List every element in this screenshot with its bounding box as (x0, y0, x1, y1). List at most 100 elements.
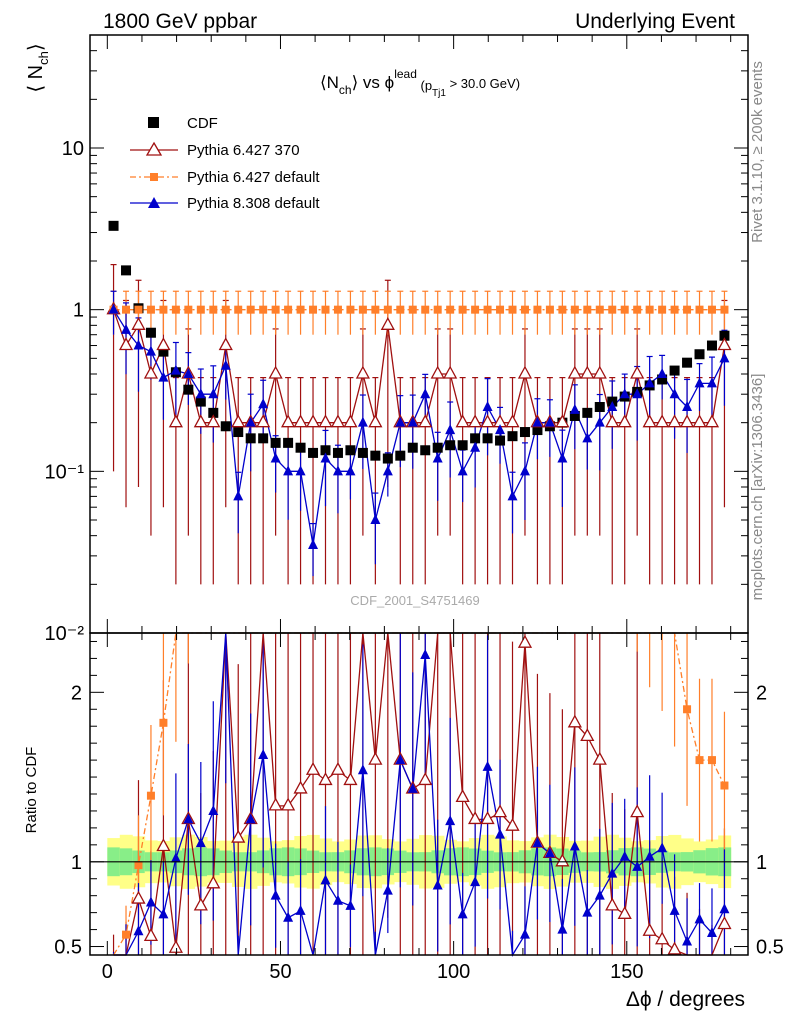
data-point-pythia-6-427-370 (480, 414, 495, 428)
data-point-pythia-8-308-default (220, 359, 231, 370)
ratio-marker-pythia-8-308-default (495, 828, 506, 839)
data-point-pythia-6-427-default (246, 305, 255, 314)
data-point-pythia-8-308-default (482, 400, 493, 411)
data-point-pythia-6-427-default (645, 305, 654, 314)
series-line-pythia-8-308-default (112, 309, 726, 546)
mcplots-label: mcplots.cern.ch [arXiv:1306.3436] (749, 374, 766, 601)
rivet-label: Rivet 3.1.10, ≥ 200k events (749, 61, 766, 243)
data-point-pythia-6-427-default (496, 305, 505, 314)
ratio-marker-pythia-8-308-default (532, 837, 543, 848)
ratio-marker-pythia-8-308-default (719, 903, 730, 914)
data-point-cdf (495, 435, 506, 446)
data-point-pythia-6-427-default (196, 305, 205, 314)
ratio-marker-pythia-8-308-default (382, 884, 393, 895)
data-point-pythia-6-427-default (134, 305, 143, 314)
ratio-marker-pythia-8-308-default (357, 764, 368, 775)
data-point-pythia-6-427-default (408, 305, 417, 314)
ratio-marker-pythia-6-427-default (695, 756, 704, 765)
ratio-marker-pythia-8-308-default (245, 813, 256, 824)
data-point-pythia-8-308-default (370, 513, 381, 524)
ratio-marker-pythia-8-308-default (295, 904, 306, 915)
data-point-cdf (208, 407, 219, 418)
data-point-cdf (220, 421, 231, 432)
data-point-pythia-6-427-default (358, 305, 367, 314)
data-point-pythia-6-427-default (483, 305, 492, 314)
data-point-pythia-6-427-default (446, 305, 455, 314)
data-point-cdf (694, 349, 705, 360)
data-point-pythia-6-427-default (221, 305, 230, 314)
ratio-marker-pythia-6-427-370 (630, 804, 645, 818)
data-point-pythia-6-427-default (184, 305, 193, 314)
y-tick-label: 10⁻¹ (45, 461, 85, 483)
ratio-marker-pythia-8-308-default (619, 850, 630, 861)
ratio-marker-pythia-8-308-default (145, 896, 156, 907)
ratio-marker-pythia-8-308-default (706, 926, 717, 937)
data-point-pythia-6-427-370 (380, 316, 395, 330)
legend-label-py6-default: Pythia 6.427 default (187, 169, 320, 186)
data-point-cdf (395, 450, 406, 461)
legend: CDF Pythia 6.427 370 Pythia 6.427 defaul… (130, 115, 320, 212)
ratio-marker-pythia-8-308-default (544, 847, 555, 858)
ratio-marker-pythia-6-427-default (159, 718, 168, 727)
ratio-marker-pythia-8-308-default (432, 879, 443, 890)
data-point-cdf (308, 447, 319, 458)
ratio-tick-label-right: 1 (756, 852, 767, 874)
data-point-pythia-8-308-default (544, 416, 555, 427)
data-point-pythia-8-308-default (719, 352, 730, 363)
data-point-pythia-6-427-370 (667, 414, 682, 428)
data-point-pythia-6-427-370 (617, 414, 632, 428)
data-point-pythia-6-427-370 (455, 414, 470, 428)
ratio-tick-label-left: 0.5 (54, 937, 82, 959)
ratio-marker-pythia-8-308-default (657, 842, 668, 853)
data-point-cdf (519, 427, 530, 438)
axes: 0 50 100 150 10⁻² 10⁻¹ 1 10 0.5 0.5 1 1 2 2 (45, 34, 784, 983)
ratio-marker-pythia-6-427-370 (418, 772, 433, 786)
data-point-pythia-8-308-default (632, 388, 643, 399)
ratio-marker-pythia-6-427-default (683, 705, 692, 714)
data-point-pythia-6-427-default (558, 305, 567, 314)
ratio-marker-pythia-8-308-default (582, 906, 593, 917)
data-point-pythia-8-308-default (682, 400, 693, 411)
data-point-pythia-6-427-default (695, 305, 704, 314)
data-point-pythia-8-308-default (183, 368, 194, 379)
ratio-marker-pythia-6-427-370 (268, 797, 283, 811)
x-tick-label: 50 (269, 961, 291, 983)
data-point-pythia-6-427-default (259, 305, 268, 314)
data-point-pythia-6-427-default (296, 305, 305, 314)
data-point-pythia-8-308-default (195, 388, 206, 399)
data-point-pythia-8-308-default (395, 416, 406, 427)
data-point-pythia-6-427-370 (580, 365, 595, 379)
data-point-cdf (407, 442, 418, 453)
ratio-marker-pythia-6-427-370 (168, 939, 183, 953)
data-point-pythia-6-427-default (146, 305, 155, 314)
ratio-marker-pythia-6-427-370 (667, 941, 682, 955)
ratio-marker-pythia-8-308-default (682, 935, 693, 946)
data-point-pythia-6-427-default (234, 305, 243, 314)
ratio-marker-pythia-6-427-370 (143, 928, 159, 942)
ratio-marker-pythia-8-308-default (607, 867, 618, 878)
data-point-pythia-6-427-default (658, 305, 667, 314)
data-point-pythia-6-427-370 (430, 365, 445, 379)
ratio-marker-pythia-8-308-default (420, 649, 431, 660)
ratio-marker-pythia-6-427-370 (293, 780, 308, 794)
data-point-cdf (432, 442, 443, 453)
ratio-marker-pythia-8-308-default (694, 913, 705, 924)
data-point-pythia-6-427-370 (268, 365, 283, 379)
data-point-cdf (233, 427, 244, 438)
data-point-pythia-6-427-default (458, 305, 467, 314)
ratio-marker-pythia-8-308-default (258, 749, 269, 760)
header-left: 1800 GeV ppbar (103, 10, 257, 33)
data-point-pythia-6-427-370 (355, 365, 370, 379)
data-point-cdf (719, 330, 730, 341)
data-point-pythia-8-308-default (382, 465, 393, 476)
ratio-marker-pythia-6-427-370 (330, 761, 346, 775)
data-point-pythia-8-308-default (619, 388, 630, 399)
ratio-marker-pythia-6-427-370 (455, 789, 470, 803)
data-point-pythia-6-427-370 (318, 414, 333, 428)
ratio-marker-pythia-6-427-370 (280, 797, 296, 811)
data-point-pythia-8-308-default (170, 364, 181, 375)
data-point-pythia-8-308-default (694, 377, 705, 388)
data-point-pythia-6-427-370 (343, 414, 358, 428)
data-point-cdf (445, 440, 456, 451)
data-point-pythia-8-308-default (332, 465, 343, 476)
